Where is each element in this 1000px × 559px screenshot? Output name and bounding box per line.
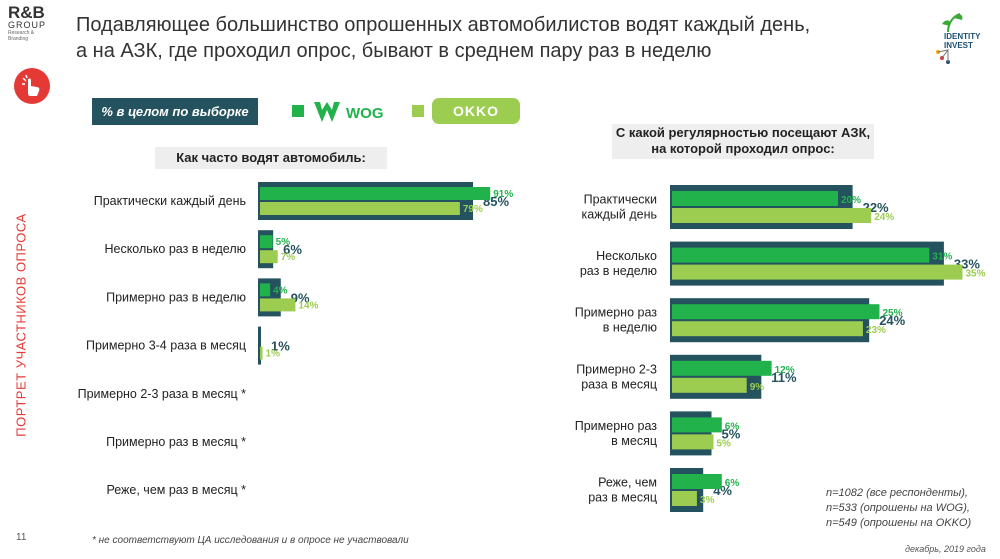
- category-label: Несколько раз в неделю: [580, 249, 657, 278]
- footnote: * не соответствуют ЦА исследования и в о…: [92, 535, 409, 546]
- data-label-wog: 5%: [276, 237, 291, 248]
- okko-logo: OKKO: [432, 98, 520, 124]
- bar-total: [258, 326, 261, 365]
- bar-okko: [672, 321, 863, 337]
- hand-pointer-icon: [12, 66, 52, 106]
- bar-okko: [672, 434, 714, 450]
- category-label: Практически каждый день: [94, 194, 246, 208]
- bar-okko: [672, 264, 963, 280]
- data-label-okko: 7%: [281, 252, 296, 263]
- date-label: декабрь, 2019 года: [905, 544, 986, 554]
- data-label-okko: 14%: [298, 300, 318, 311]
- data-label-total: 24%: [879, 313, 905, 328]
- identity-invest-logo: IDENTITY INVEST: [928, 8, 994, 72]
- category-label: Реже, чем раз в месяц: [588, 476, 657, 505]
- data-label-total: 9%: [291, 290, 310, 305]
- page-number: 11: [16, 532, 27, 543]
- sample-note-wog: n=533 (опрошены на WOG),: [826, 502, 970, 514]
- bar-wog: [260, 235, 273, 249]
- category-label: Примерно раз в неделю: [575, 306, 658, 335]
- category-label: Примерно раз в месяц *: [106, 435, 246, 449]
- right-chart-title: С какой регулярностью посещают АЗК, на к…: [612, 124, 874, 159]
- data-label-total: 11%: [771, 370, 797, 385]
- bar-okko: [672, 377, 747, 393]
- bar-wog: [260, 283, 271, 297]
- bar-wog: [260, 187, 491, 200]
- category-label: Примерно 3-4 раза в месяц: [86, 339, 246, 353]
- data-label-okko: 3%: [700, 495, 715, 506]
- logo-ii-line-2: INVEST: [944, 41, 973, 50]
- logo-group-text: GROUP: [8, 20, 47, 30]
- data-label-okko: 9%: [750, 382, 765, 393]
- title-line-1: Подавляющее большинство опрошенных автом…: [76, 14, 811, 36]
- bar-okko: [260, 298, 296, 312]
- data-label-okko: 5%: [717, 438, 732, 449]
- data-label-okko: 23%: [866, 325, 886, 336]
- sample-note-okko: n=549 (опрошены на OKKO): [826, 517, 972, 529]
- data-label-okko: 79%: [463, 204, 483, 215]
- bar-wog: [672, 360, 772, 376]
- bar-wog: [672, 304, 880, 320]
- data-label-wog: 6%: [725, 478, 740, 489]
- logo-ii-line-1: IDENTITY: [944, 32, 981, 41]
- bar-wog: [672, 417, 722, 433]
- bar-okko: [260, 202, 460, 215]
- title-line-2: а на АЗК, где проходил опрос, бывают в с…: [76, 40, 712, 62]
- category-label: Примерно 2-3 раза в месяц: [576, 362, 657, 391]
- data-label-total: 1%: [271, 339, 290, 354]
- data-label-okko: 35%: [966, 269, 986, 280]
- sample-note-total: n=1082 (все респонденты),: [826, 487, 968, 499]
- data-label-okko: 24%: [874, 212, 894, 223]
- bar-wog: [672, 247, 930, 263]
- data-label-wog: 25%: [883, 308, 903, 319]
- logo-sub-text: Research & Branding: [8, 30, 35, 42]
- bar-okko: [672, 208, 872, 223]
- logo-rb-text: R&B: [8, 3, 45, 22]
- legend-okko-swatch: [412, 105, 424, 117]
- data-label-okko: 1%: [266, 349, 281, 360]
- legend-wog-swatch: [292, 105, 304, 117]
- legend-total: % в целом по выборке: [92, 98, 258, 125]
- data-label-wog: 31%: [932, 252, 952, 263]
- plant-icon: [936, 13, 963, 64]
- data-label-wog: 20%: [841, 195, 861, 206]
- left-chart-title: Как часто водят автомобиль:: [155, 147, 387, 169]
- legend-okko-label: OKKO: [453, 103, 499, 119]
- category-label: Примерно раз в месяц: [575, 419, 658, 448]
- bar-okko: [260, 250, 278, 264]
- category-label: Практически каждый день: [582, 193, 657, 222]
- data-label-total: 6%: [283, 242, 302, 257]
- bar-wog: [672, 191, 838, 206]
- category-label: Реже, чем раз в месяц *: [106, 483, 246, 497]
- category-label: Несколько раз в неделю: [104, 242, 246, 256]
- category-label: Примерно раз в неделю: [106, 290, 246, 304]
- data-label-wog: 12%: [775, 365, 795, 376]
- data-label-wog: 6%: [725, 421, 740, 432]
- bar-okko: [672, 491, 697, 506]
- wog-logo: WOG: [312, 96, 392, 126]
- data-label-wog: 91%: [493, 189, 513, 200]
- rb-group-logo: R&B GROUP Research & Branding: [8, 4, 54, 42]
- category-label: Примерно 2-3 раза в месяц *: [78, 387, 247, 401]
- page-title: Подавляющее большинство опрошенных автом…: [76, 12, 876, 64]
- bar-wog: [672, 474, 722, 489]
- data-label-total: 5%: [722, 426, 741, 441]
- bar-okko: [260, 346, 263, 360]
- data-label-wog: 4%: [273, 285, 288, 296]
- sample-note: n=1082 (все респонденты), n=533 (опрошен…: [826, 486, 971, 531]
- legend-wog-label: WOG: [346, 105, 384, 122]
